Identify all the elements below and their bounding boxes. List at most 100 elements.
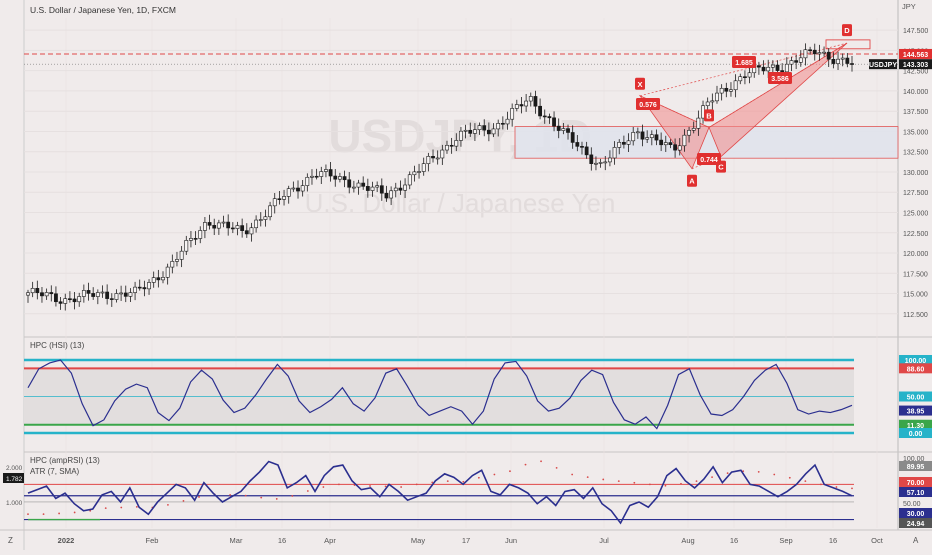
candle-body	[482, 125, 487, 131]
atr-dot	[322, 486, 325, 488]
time-tick-label: 16	[278, 536, 286, 545]
candle-body	[580, 146, 584, 148]
atr-dot	[711, 476, 713, 479]
candle-body	[743, 76, 747, 79]
candle-body	[212, 225, 217, 229]
corner-label-left[interactable]: Z	[8, 536, 13, 545]
candle-body	[268, 205, 272, 218]
candle-body	[635, 131, 640, 134]
candle-body	[258, 219, 263, 221]
candle-body	[673, 144, 677, 151]
rsi-tag-last: 57.10	[907, 490, 925, 497]
candle-body	[314, 175, 319, 178]
candle-body	[729, 89, 733, 92]
candle-body	[147, 282, 151, 290]
candle-body	[528, 96, 533, 102]
hsi-tag-top: 100.00	[905, 358, 927, 365]
atr-dot	[477, 476, 480, 479]
candle-body	[538, 105, 542, 117]
candle-body	[705, 101, 710, 107]
atr-dot	[680, 482, 682, 485]
atr-dot	[804, 480, 807, 482]
rsi-line	[27, 460, 853, 525]
pattern-xd-line	[639, 42, 848, 97]
candle-body	[300, 185, 305, 192]
candle-body	[440, 149, 445, 159]
ratio-badge	[697, 153, 721, 165]
price-axis[interactable]: 147.500145.000142.500140.000137.500135.0…	[869, 28, 932, 319]
candle-body	[26, 292, 30, 296]
candle-body	[156, 277, 161, 281]
candle-body	[594, 162, 598, 165]
price-tick-label: 140.000	[903, 89, 928, 96]
candle-body	[86, 290, 91, 294]
candle-body	[519, 104, 524, 107]
candle-body	[612, 147, 617, 159]
candle-body	[435, 157, 440, 160]
candle-body	[203, 222, 207, 231]
candle-body	[296, 187, 300, 192]
watermark-name: U.S. Dollar / Japanese Yen	[305, 188, 616, 218]
symbol-tag: USDJPY	[869, 62, 897, 69]
rsi-tag-v4-bg	[899, 508, 932, 518]
candle-body	[836, 58, 840, 64]
rsi-tick-top: 100.00	[903, 456, 925, 463]
candle-body	[67, 298, 72, 300]
candle-body	[54, 293, 58, 303]
atr-dot	[555, 467, 558, 469]
candle-body	[347, 179, 352, 188]
candle-body	[533, 96, 538, 107]
hsi-tag-bottom-bg	[899, 428, 932, 438]
hsi-title[interactable]: HPC (HSI) (13)	[30, 341, 85, 350]
candle-body	[845, 57, 850, 64]
candle-body	[584, 146, 589, 156]
atr-dot	[757, 470, 760, 473]
candle-body	[780, 70, 785, 73]
candle-body	[775, 64, 780, 71]
hsi-line	[27, 359, 853, 430]
candle-body	[826, 51, 831, 60]
atr-dot	[244, 494, 247, 497]
atr-title[interactable]: ATR (7, SMA)	[30, 467, 80, 476]
candle-body	[719, 87, 724, 94]
rsi-title[interactable]: HPC (ampRSI) (13)	[30, 456, 100, 465]
atr-dot	[167, 503, 169, 506]
candle-body	[398, 187, 403, 191]
price-tick-label: 147.500	[903, 28, 928, 35]
rsi-tag-v1: 89.95	[907, 464, 925, 471]
candle-body	[640, 131, 645, 140]
candle-body	[598, 162, 603, 164]
candle-body	[812, 49, 817, 55]
candle-body	[570, 132, 575, 143]
candle-body	[412, 171, 417, 176]
candle-body	[463, 129, 468, 132]
atr-dot	[586, 476, 589, 479]
hsi-tag-mid: 50.00	[907, 395, 925, 402]
candle-body	[407, 174, 412, 186]
hsi-tag-bottom: 0.00	[909, 431, 923, 438]
candle-body	[291, 187, 296, 190]
candle-body	[803, 49, 808, 59]
candle-body	[165, 266, 170, 278]
time-tick-label: 2022	[58, 536, 75, 545]
ratio-badge	[732, 56, 756, 68]
ratio-badge	[636, 98, 660, 110]
price-tick-label: 127.500	[903, 190, 928, 197]
candle-body	[696, 117, 701, 129]
candle-body	[808, 49, 813, 52]
rsi-tag-v5-bg	[899, 518, 932, 528]
candle-body	[654, 134, 659, 141]
candle-body	[766, 66, 771, 72]
pattern-point-b-badge	[704, 109, 714, 122]
corner-label-right[interactable]: A	[913, 536, 919, 545]
atr-tick-last: 1.782	[6, 476, 23, 483]
candle-body	[659, 139, 664, 146]
pattern-bd-line	[708, 42, 848, 128]
atr-dot	[275, 498, 278, 500]
candle-body	[566, 128, 570, 133]
atr-dot	[229, 494, 232, 496]
time-tick-label: 17	[462, 536, 470, 545]
price-tick-label: 125.000	[903, 210, 928, 217]
candle-body	[547, 116, 552, 119]
